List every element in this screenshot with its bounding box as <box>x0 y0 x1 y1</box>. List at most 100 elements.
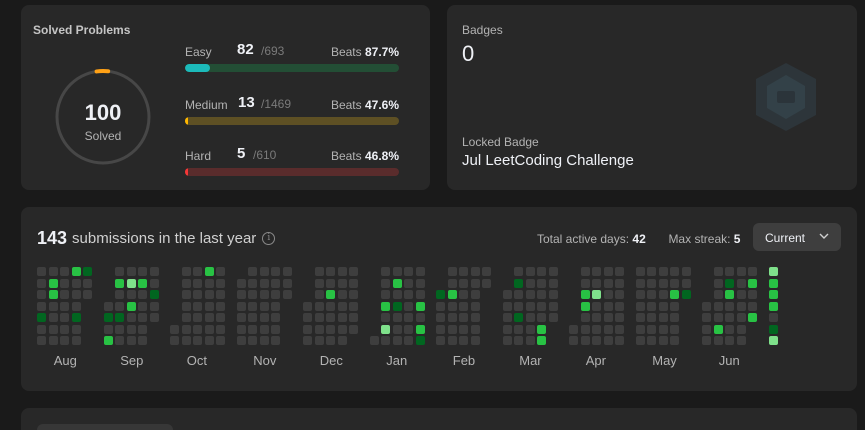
heatmap-cell[interactable] <box>392 313 402 322</box>
heatmap-cell[interactable] <box>470 278 480 288</box>
heatmap-cell[interactable] <box>259 290 269 299</box>
heatmap-cell[interactable] <box>725 278 734 288</box>
heatmap-cell[interactable] <box>337 313 347 322</box>
heatmap-cell[interactable] <box>647 301 656 311</box>
heatmap-cell[interactable] <box>216 290 225 299</box>
locked-badge-icon[interactable] <box>753 61 819 138</box>
heatmap-cell[interactable] <box>103 301 113 311</box>
heatmap-cell[interactable] <box>592 313 601 322</box>
heatmap-cell[interactable] <box>537 290 546 299</box>
heatmap-cell[interactable] <box>514 336 523 345</box>
heatmap-cell[interactable] <box>236 301 246 311</box>
heatmap-cell[interactable] <box>537 267 546 276</box>
heatmap-cell[interactable] <box>768 278 778 288</box>
heatmap-cell[interactable] <box>768 313 778 322</box>
heatmap-cell[interactable] <box>635 324 645 334</box>
heatmap-cell[interactable] <box>193 324 202 334</box>
heatmap-cell[interactable] <box>236 324 246 334</box>
heatmap-cell[interactable] <box>514 324 523 334</box>
heatmap-cell[interactable] <box>326 278 335 288</box>
heatmap-cell[interactable] <box>748 290 757 299</box>
heatmap-cell[interactable] <box>71 301 81 311</box>
heatmap-cell[interactable] <box>603 313 613 322</box>
heatmap-cell[interactable] <box>404 324 413 334</box>
heatmap-cell[interactable] <box>404 336 413 345</box>
heatmap-cell[interactable] <box>181 301 191 311</box>
heatmap-cell[interactable] <box>514 278 523 288</box>
heatmap-cell[interactable] <box>548 313 558 322</box>
heatmap-cell[interactable] <box>149 267 159 276</box>
heatmap-cell[interactable] <box>392 301 402 311</box>
heatmap-cell[interactable] <box>459 290 468 299</box>
heatmap-cell[interactable] <box>647 278 656 288</box>
heatmap-cell[interactable] <box>149 290 159 299</box>
heatmap-cell[interactable] <box>580 278 590 288</box>
heatmap-cell[interactable] <box>193 301 202 311</box>
heatmap-cell[interactable] <box>525 301 535 311</box>
heatmap-cell[interactable] <box>615 290 624 299</box>
heatmap-cell[interactable] <box>482 267 491 276</box>
heatmap-cell[interactable] <box>459 267 468 276</box>
heatmap-cell[interactable] <box>149 301 159 311</box>
heatmap-cell[interactable] <box>349 290 358 299</box>
heatmap-cell[interactable] <box>702 336 711 345</box>
heatmap-cell[interactable] <box>736 324 746 334</box>
heatmap-cell[interactable] <box>138 278 147 288</box>
heatmap-cell[interactable] <box>470 267 480 276</box>
heatmap-cell[interactable] <box>748 267 757 276</box>
heatmap-cell[interactable] <box>193 278 202 288</box>
heatmap-cell[interactable] <box>436 336 445 345</box>
heatmap-cell[interactable] <box>337 278 347 288</box>
heatmap-cell[interactable] <box>326 290 335 299</box>
heatmap-cell[interactable] <box>326 324 335 334</box>
heatmap-cell[interactable] <box>768 267 778 276</box>
heatmap-cell[interactable] <box>126 278 136 288</box>
heatmap-cell[interactable] <box>60 290 69 299</box>
heatmap-cell[interactable] <box>404 278 413 288</box>
heatmap-cell[interactable] <box>702 313 711 322</box>
heatmap-cell[interactable] <box>48 278 58 288</box>
heatmap-cell[interactable] <box>48 267 58 276</box>
heatmap-cell[interactable] <box>647 267 656 276</box>
heatmap-cell[interactable] <box>259 301 269 311</box>
heatmap-cell[interactable] <box>126 290 136 299</box>
heatmap-cell[interactable] <box>548 267 558 276</box>
heatmap-cell[interactable] <box>681 267 691 276</box>
heatmap-cell[interactable] <box>138 301 147 311</box>
heatmap-cell[interactable] <box>37 267 46 276</box>
heatmap-cell[interactable] <box>126 301 136 311</box>
heatmap-cell[interactable] <box>502 324 512 334</box>
heatmap-cell[interactable] <box>326 336 335 345</box>
heatmap-cell[interactable] <box>126 336 136 345</box>
heatmap-cell[interactable] <box>580 290 590 299</box>
heatmap-cell[interactable] <box>502 301 512 311</box>
heatmap-cell[interactable] <box>702 301 711 311</box>
heatmap-cell[interactable] <box>470 336 480 345</box>
heatmap-cell[interactable] <box>392 324 402 334</box>
heatmap-cell[interactable] <box>459 278 468 288</box>
heatmap-cell[interactable] <box>48 313 58 322</box>
heatmap-cell[interactable] <box>271 313 280 322</box>
heatmap-cell[interactable] <box>647 313 656 322</box>
heatmap-cell[interactable] <box>459 313 468 322</box>
heatmap-cell[interactable] <box>415 313 425 322</box>
heatmap-cell[interactable] <box>71 278 81 288</box>
heatmap-cell[interactable] <box>181 267 191 276</box>
heatmap-cell[interactable] <box>392 278 402 288</box>
heatmap-cell[interactable] <box>580 336 590 345</box>
heatmap-cell[interactable] <box>768 324 778 334</box>
heatmap-cell[interactable] <box>548 290 558 299</box>
heatmap-cell[interactable] <box>670 313 679 322</box>
heatmap-cell[interactable] <box>236 278 246 288</box>
heatmap-cell[interactable] <box>514 267 523 276</box>
heatmap-cell[interactable] <box>349 267 358 276</box>
heatmap-cell[interactable] <box>447 267 457 276</box>
heatmap-cell[interactable] <box>326 313 335 322</box>
heatmap-cell[interactable] <box>248 336 257 345</box>
heatmap-cell[interactable] <box>580 313 590 322</box>
heatmap-cell[interactable] <box>592 278 601 288</box>
heatmap-cell[interactable] <box>71 336 81 345</box>
heatmap-cell[interactable] <box>725 301 734 311</box>
heatmap-cell[interactable] <box>658 290 668 299</box>
heatmap-cell[interactable] <box>60 336 69 345</box>
